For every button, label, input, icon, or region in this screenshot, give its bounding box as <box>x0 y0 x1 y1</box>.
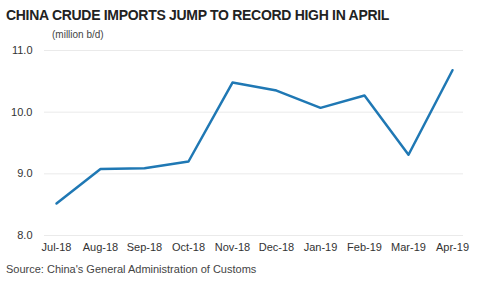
svg-text:8.0: 8.0 <box>17 229 32 241</box>
svg-text:Feb-19: Feb-19 <box>347 241 382 253</box>
svg-text:11.0: 11.0 <box>12 44 33 56</box>
svg-text:Mar-19: Mar-19 <box>391 241 426 253</box>
html-text:Source: China's General Admini: Source: China's General Administration o… <box>6 263 257 275</box>
html-text:(million b/d): (million b/d) <box>52 29 104 40</box>
svg-text:Aug-18: Aug-18 <box>83 241 118 253</box>
svg-text:Apr-19: Apr-19 <box>436 241 469 253</box>
svg-text:Sep-18: Sep-18 <box>127 241 162 253</box>
svg-text:9.0: 9.0 <box>17 167 32 179</box>
svg-text:10.0: 10.0 <box>11 106 32 118</box>
svg-text:Dec-18: Dec-18 <box>259 241 294 253</box>
svg-text:Oct-18: Oct-18 <box>172 241 205 253</box>
svg-text:Jul-18: Jul-18 <box>42 241 72 253</box>
svg-text:Jan-19: Jan-19 <box>304 241 338 253</box>
svg-text:Nov-18: Nov-18 <box>215 241 250 253</box>
html-text:CHINA CRUDE IMPORTS JUMP TO RE: CHINA CRUDE IMPORTS JUMP TO RECORD HIGH … <box>6 7 390 23</box>
